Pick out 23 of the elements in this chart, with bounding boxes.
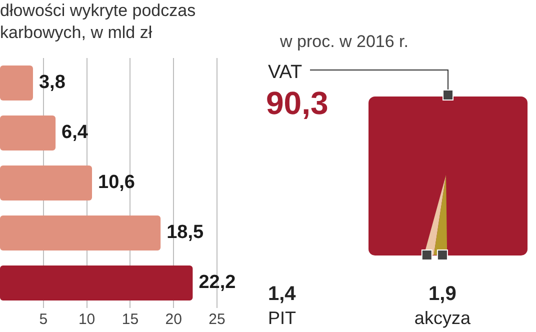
data-label: 18,5 <box>166 222 204 244</box>
data-label: 1,9 <box>428 283 456 305</box>
x-tick-label: 25 <box>208 311 226 328</box>
data-label: 6,4 <box>62 122 88 144</box>
x-tick-label: 5 <box>39 311 48 328</box>
data-label: 3,8 <box>38 72 66 94</box>
data-label: 10,6 <box>98 172 135 194</box>
text: w proc. w 2016 r. <box>280 32 409 52</box>
x-tick-label: 15 <box>122 311 139 328</box>
x-tick-label: 20 <box>165 311 182 328</box>
chart-title: dłowości wykryte podczas karbowych, w mld zł <box>0 0 197 44</box>
category-label: VAT <box>268 62 303 83</box>
data-label: 90,3 <box>266 85 328 121</box>
data-label: 22,2 <box>198 272 236 294</box>
category-label: akcyza <box>414 308 472 328</box>
bar <box>0 115 56 151</box>
x-tick-label: 10 <box>78 311 96 328</box>
category-label: PIT <box>268 308 296 328</box>
bar <box>0 215 161 251</box>
bar <box>0 165 92 201</box>
data-label: 1,4 <box>268 283 297 305</box>
bar <box>0 265 193 301</box>
bar <box>0 65 33 101</box>
